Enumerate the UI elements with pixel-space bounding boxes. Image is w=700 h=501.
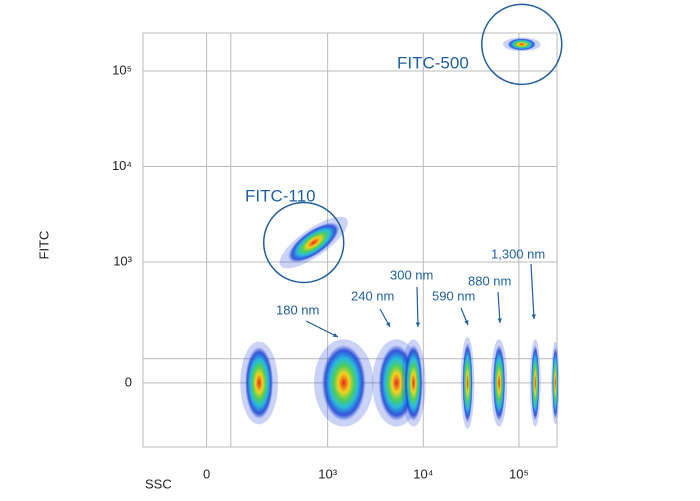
highlight-circle	[480, 3, 563, 86]
population	[531, 344, 540, 421]
annotation-arrow	[530, 263, 535, 320]
population	[321, 344, 366, 421]
population	[378, 344, 415, 421]
x-axis-label: SSC	[145, 476, 172, 491]
annotation: 180 nm	[276, 302, 319, 317]
y-tick-label: 0	[125, 374, 132, 389]
population	[493, 344, 506, 421]
y-tick-label: 10⁴	[112, 158, 132, 173]
arrow-head	[385, 322, 390, 327]
annotation: 590 nm	[432, 288, 475, 303]
population	[245, 346, 274, 419]
annotation: FITC-500	[397, 53, 469, 72]
arrow-head	[531, 314, 536, 319]
x-tick-label: 10⁵	[509, 466, 529, 481]
population	[462, 342, 473, 423]
highlight-circle	[262, 201, 345, 284]
y-axis-label: FITC	[36, 231, 51, 260]
population	[552, 346, 559, 419]
annotation: 300 nm	[390, 267, 433, 282]
arrow-head	[497, 318, 502, 323]
plot-frame	[142, 32, 558, 448]
annotation-arrow	[305, 320, 339, 338]
x-tick-label: 10³	[318, 466, 337, 481]
population	[507, 38, 536, 51]
x-tick-label: 10⁴	[413, 466, 433, 481]
population	[288, 222, 340, 263]
annotation: 880 nm	[468, 273, 511, 288]
y-tick-label: 10⁵	[112, 62, 132, 77]
population	[404, 344, 423, 421]
annotation-arrow	[497, 291, 501, 324]
arrow-head	[464, 320, 469, 325]
y-tick-label: 10³	[113, 253, 132, 268]
arrow-head	[333, 333, 338, 337]
arrow-head	[415, 322, 421, 327]
annotation: 240 nm	[351, 288, 394, 303]
x-tick-label: 0	[203, 466, 210, 481]
annotation: 1,300 nm	[491, 246, 545, 261]
annotation-arrow	[416, 286, 419, 328]
annotation: FITC-110	[245, 186, 316, 205]
